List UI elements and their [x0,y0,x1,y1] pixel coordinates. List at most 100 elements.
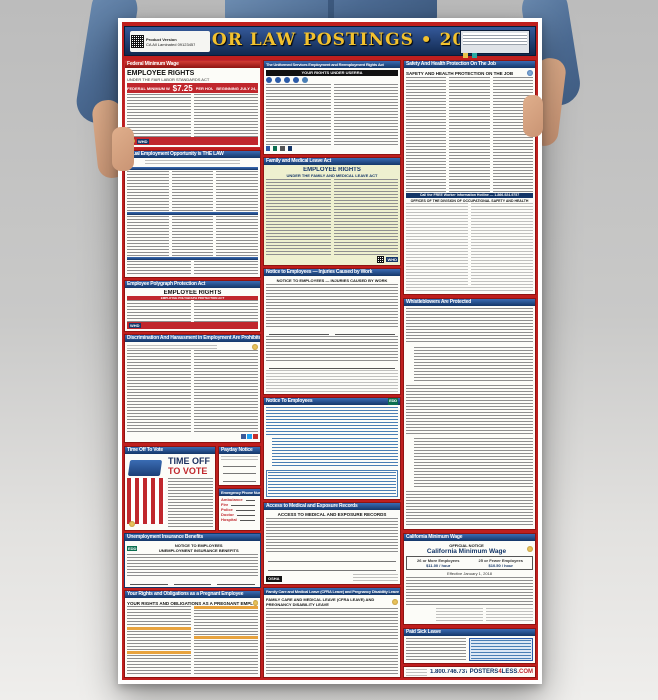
footer-logo-part: POSTERS [469,669,499,675]
text-block [266,518,398,554]
section-header: The Uniformed Services Employment and Re… [264,61,400,68]
whd-logo: WHD [386,256,398,262]
text-block [266,608,398,641]
section-federal-minimum-wage: Federal Minimum Wage EMPLOYEE RIGHTS UND… [124,60,261,148]
form-line [268,564,396,571]
cfra-heading: FAMILY CARE AND MEDICAL LEAVE (CFRA LEAV… [266,597,375,607]
text-block [216,216,259,256]
pregnant-heading: YOUR RIGHTS AND OBLIGATIONS AS A PREGNAN… [127,600,253,606]
section-fmla: Family and Medical Leave Act EMPLOYEE RI… [263,157,401,266]
section-whistleblowers: Whistleblowers Are Protected [403,298,536,530]
hotline-bar: Call the FREE Worker Information Hotline… [406,192,533,198]
fmla-subheading: UNDER THE FAMILY AND MEDICAL LEAVE ACT [286,173,378,178]
poster-body: LABOR LAW POSTINGS • 2018 Product Versio… [122,22,538,680]
text-block [168,478,213,528]
whd-logo: WHD [129,323,141,328]
text-block [272,438,398,468]
text-block [266,369,398,392]
offices-table-left [406,202,468,286]
section-header: Access to Medical and Exposure Records [264,503,400,510]
text-block [194,610,258,635]
text-block [266,179,331,255]
safety-heading: SAFETY AND HEALTH PROTECTION ON THE JOB [406,70,514,76]
emergency-row-label: Fire [221,502,229,507]
flag-stripes [127,478,165,524]
rate-value: $11.00 / hour [426,563,451,568]
person-left-hand [112,127,134,171]
section-pregnant-employee: Your Rights and Obligations as a Pregnan… [124,590,261,678]
text-block [406,638,466,661]
section-userra: The Uniformed Services Employment and Re… [263,60,401,155]
product-version-label: Product Version [146,36,177,42]
rate-label: 26 or More Employees [417,558,460,563]
section-header: Family and Medical Leave Act [264,158,400,165]
footer-logo: POSTERS4LESS.COM [470,669,533,675]
edd-logo: EDD [388,398,398,405]
ballot-box-graphic [127,456,165,528]
ballot-box-icon [127,460,163,476]
section-header: Federal Minimum Wage [125,61,260,68]
signature-line [217,584,256,585]
text-block [145,160,240,166]
section-injuries-caused-by-work: Notice to Employees — Injuries Caused by… [263,268,401,395]
userra-icon [293,77,299,83]
state-seal-icon [252,344,258,350]
userra-icon [266,77,272,83]
phone-blank-line [236,515,255,516]
whd-logo: WHD [137,138,149,144]
text-block [216,171,259,211]
text-block [127,554,258,577]
person-right-hand [523,95,543,137]
label-yellow-mark [463,53,468,58]
userra-icon [284,77,290,83]
section-unemployment-insurance: Unemployment Insurance Benefits EDD NOTI… [124,533,261,588]
barcode-icon [377,255,385,263]
wage-amount: $7.25 [172,83,193,93]
per-hour-label: PER HOUR [195,85,214,91]
orange-subhead-bar [194,606,258,609]
section-discrimination-harassment: Discrimination And Harassment in Employm… [124,334,261,443]
userra-banner: YOUR RIGHTS UNDER USERRA [266,70,398,76]
text-block [333,179,398,255]
employee-rights-heading: EMPLOYEE RIGHTS [127,70,195,77]
offices-table-right [471,202,533,286]
rate-value: $10.50 / hour [488,563,513,568]
section-paid-sick-leave: Paid Sick Leave [403,628,536,664]
section-header: Equal Employment Opportunity is THE LAW [125,151,260,158]
text-block [266,407,398,437]
shirt-placket [328,0,334,22]
ui-heading: UNEMPLOYMENT INSURANCE BENEFITS [158,548,239,553]
footer-logo-part: 4 [498,669,502,675]
section-emergency-phone-numbers: Emergency Phone Numbers Ambulance Fire P… [218,488,261,531]
rate-table: 26 or More Employees $11.00 / hour 25 or… [406,556,533,570]
osha-logo: OSHA [266,576,282,582]
edd-logo: EDD [127,545,138,551]
compliance-label-box [460,30,530,58]
product-version-value: CA All Laminated 09123457 [146,41,196,47]
section-header: Discrimination And Harassment in Employm… [125,335,260,342]
text-block [406,385,533,436]
orange-subhead-bar [127,626,191,630]
highlight-box [266,469,398,497]
text-block [406,577,533,607]
section-equal-employment-opportunity: Equal Employment Opportunity is THE LAW [124,150,261,278]
section-header: Safety And Health Protection On The Job [404,61,535,68]
section-header: Family Care and Medical Leave (CFRA Leav… [264,588,400,595]
text-block [414,346,533,383]
label-text-lines [463,33,527,45]
camw-heading: California Minimum Wage [426,548,507,555]
highlight-box [469,638,533,661]
text-block [471,640,531,659]
text-block [406,308,533,344]
effective-date: BEGINNING JULY 24, 2009 [216,85,258,91]
official-notice-label: OFFICIAL NOTICE [449,543,484,548]
section-employee-polygraph: Employee Polygraph Protection Act EMPLOY… [124,280,261,332]
form-line [268,555,396,562]
text-block [127,655,191,676]
offices-heading: OFFICES OF THE DIVISION OF OCCUPATIONAL … [410,198,529,203]
signature-line [269,333,329,335]
divider-bar [127,167,258,170]
section-header-label: Notice To Employees [266,398,313,404]
wage-label: FEDERAL MINIMUM WAGE [127,85,170,91]
text-block [406,287,533,292]
